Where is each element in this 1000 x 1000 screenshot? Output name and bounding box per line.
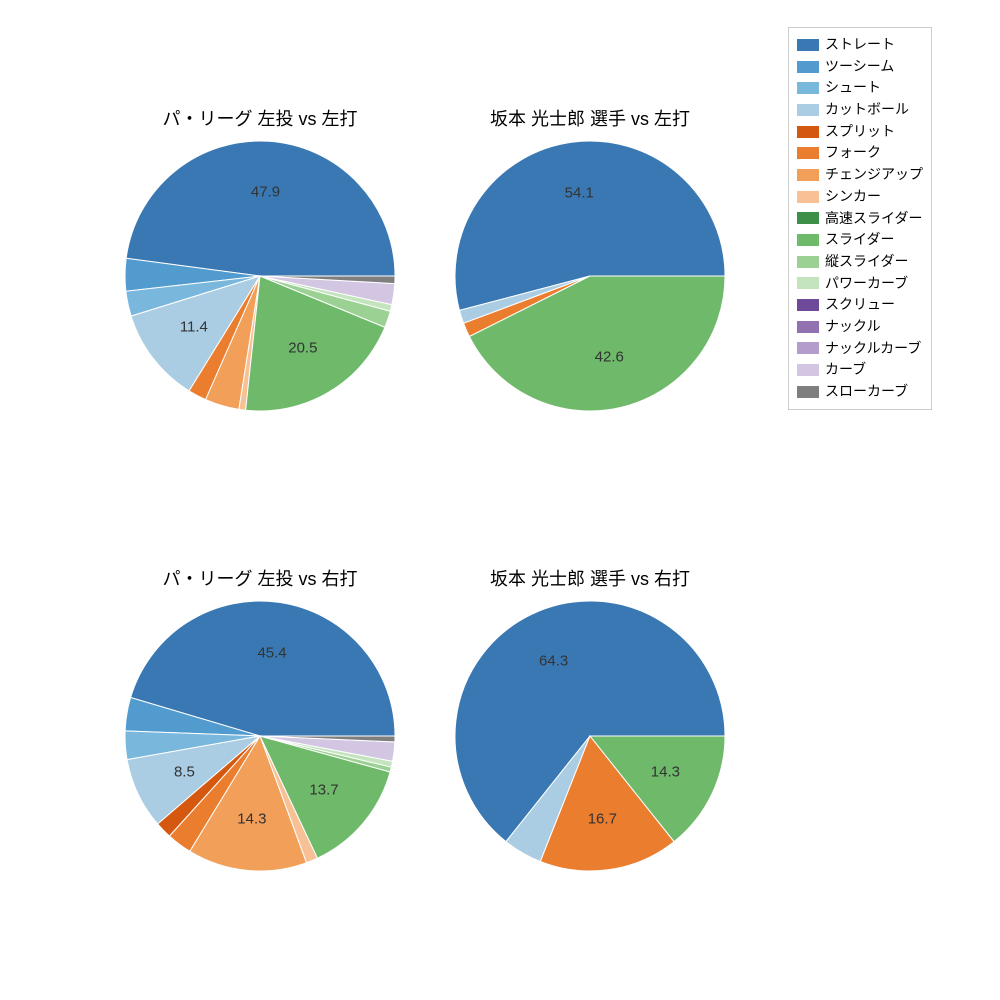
legend-swatch (797, 39, 819, 51)
pie-body: 47.9 11.4 20.5 (125, 141, 395, 411)
legend-item: ナックルカーブ (797, 338, 923, 360)
legend-swatch (797, 147, 819, 159)
legend-label: スプリット (825, 121, 895, 143)
legend-label: シンカー (825, 186, 881, 208)
legend-swatch (797, 126, 819, 138)
legend-swatch (797, 234, 819, 246)
pie-chart: パ・リーグ 左投 vs 左打 47.9 11.4 20.5 (110, 105, 410, 411)
legend-label: カーブ (825, 359, 866, 381)
pie-slice (126, 141, 395, 276)
legend-swatch (797, 256, 819, 268)
pie-chart: パ・リーグ 左投 vs 右打 45.4 8.5 14.3 13.7 (110, 565, 410, 871)
chart-title: 坂本 光士郎 選手 vs 左打 (430, 105, 750, 131)
legend-item: 高速スライダー (797, 208, 923, 230)
legend-swatch (797, 299, 819, 311)
slice-label: 20.5 (288, 339, 317, 356)
legend-swatch (797, 342, 819, 354)
legend-label: スローカーブ (825, 381, 908, 403)
chart-title: パ・リーグ 左投 vs 左打 (110, 105, 410, 131)
legend-label: フォーク (825, 142, 881, 164)
pie-body: 64.3 16.7 14.3 (455, 601, 725, 871)
legend-item: ツーシーム (797, 56, 923, 78)
pie-chart: 坂本 光士郎 選手 vs 左打 54.1 42.6 (430, 105, 750, 411)
legend-swatch (797, 386, 819, 398)
legend-label: チェンジアップ (825, 164, 923, 186)
legend-label: ナックル (825, 316, 881, 338)
legend-label: 高速スライダー (825, 208, 922, 230)
legend-swatch (797, 82, 819, 94)
legend-item: ナックル (797, 316, 923, 338)
legend-item: フォーク (797, 142, 923, 164)
slice-label: 14.3 (237, 811, 266, 828)
legend-item: スプリット (797, 121, 923, 143)
legend-label: シュート (825, 77, 881, 99)
chart-title: パ・リーグ 左投 vs 右打 (110, 565, 410, 591)
slice-label: 64.3 (539, 652, 568, 669)
legend-item: シュート (797, 77, 923, 99)
legend-label: スクリュー (825, 294, 895, 316)
legend-swatch (797, 212, 819, 224)
pie-chart: 坂本 光士郎 選手 vs 右打 64.3 16.7 14.3 (430, 565, 750, 871)
slice-label: 54.1 (565, 184, 594, 201)
pie-body: 54.1 42.6 (455, 141, 725, 411)
legend-swatch (797, 321, 819, 333)
slice-label: 13.7 (309, 781, 338, 798)
legend-item: スライダー (797, 229, 923, 251)
legend-item: ストレート (797, 34, 923, 56)
legend-item: チェンジアップ (797, 164, 923, 186)
legend-swatch (797, 191, 819, 203)
legend-swatch (797, 277, 819, 289)
legend-label: ツーシーム (825, 56, 894, 78)
slice-label: 47.9 (251, 184, 280, 201)
legend-label: カットボール (825, 99, 909, 121)
legend-item: カットボール (797, 99, 923, 121)
legend-item: シンカー (797, 186, 923, 208)
slice-label: 8.5 (174, 763, 195, 780)
legend-swatch (797, 104, 819, 116)
legend-item: スローカーブ (797, 381, 923, 403)
slice-label: 14.3 (651, 764, 680, 781)
legend-item: パワーカーブ (797, 273, 923, 295)
legend-label: 縦スライダー (825, 251, 908, 273)
legend-label: ストレート (825, 34, 895, 56)
legend-swatch (797, 61, 819, 73)
slice-label: 11.4 (180, 319, 208, 336)
legend-item: スクリュー (797, 294, 923, 316)
legend-label: スライダー (825, 229, 894, 251)
legend-swatch (797, 364, 819, 376)
legend-item: 縦スライダー (797, 251, 923, 273)
legend-swatch (797, 169, 819, 181)
chart-title: 坂本 光士郎 選手 vs 右打 (430, 565, 750, 591)
slice-label: 16.7 (588, 810, 617, 827)
legend: ストレートツーシームシュートカットボールスプリットフォークチェンジアップシンカー… (788, 27, 932, 410)
slice-label: 45.4 (257, 645, 286, 662)
slice-label: 42.6 (595, 349, 624, 366)
legend-label: パワーカーブ (825, 273, 908, 295)
legend-item: カーブ (797, 359, 923, 381)
legend-label: ナックルカーブ (825, 338, 921, 360)
pie-body: 45.4 8.5 14.3 13.7 (125, 601, 395, 871)
